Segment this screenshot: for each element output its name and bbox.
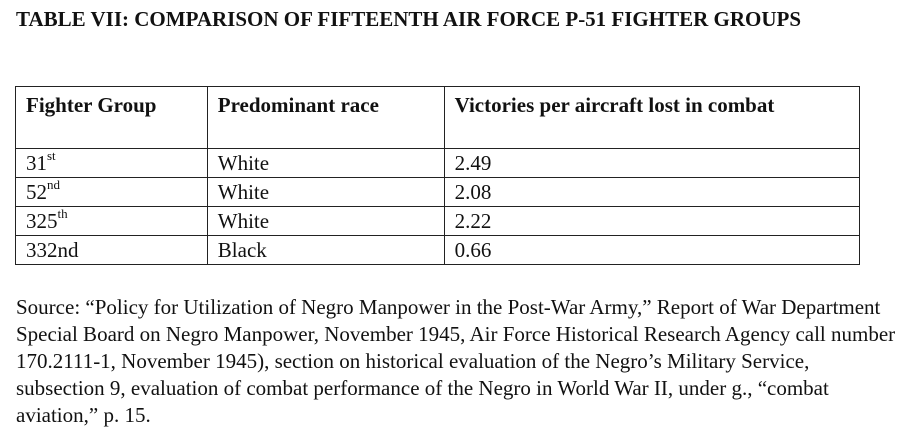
group-ordinal-suffix: st <box>47 148 56 163</box>
table-row: 31st White 2.49 <box>15 148 861 178</box>
source-citation: Source: “Policy for Utilization of Negro… <box>16 295 896 427</box>
cell-race: Black <box>206 235 445 265</box>
group-ordinal-suffix: th <box>57 206 68 221</box>
cell-race: White <box>206 148 445 178</box>
header-predominant-race: Predominant race <box>206 86 445 149</box>
cell-fighter-group: 325th <box>15 206 208 236</box>
group-ordinal-suffix: nd <box>47 177 60 192</box>
cell-fighter-group: 332nd <box>15 235 208 265</box>
table-title: TABLE VII: COMPARISON OF FIFTEENTH AIR F… <box>16 7 802 31</box>
group-number: 31 <box>26 151 47 175</box>
table-header-row: Fighter Group Predominant race Victories… <box>15 86 861 149</box>
cell-ratio: 2.08 <box>443 177 861 207</box>
cell-race: White <box>206 206 445 236</box>
cell-ratio: 0.66 <box>443 235 861 265</box>
comparison-table: Fighter Group Predominant race Victories… <box>15 86 861 265</box>
cell-fighter-group: 52nd <box>15 177 208 207</box>
cell-fighter-group: 31st <box>15 148 208 178</box>
table-row: 325th White 2.22 <box>15 206 861 236</box>
table-row: 332nd Black 0.66 <box>15 235 861 265</box>
header-victories-ratio: Victories per aircraft lost in combat <box>443 86 861 149</box>
group-number: 52 <box>26 180 47 204</box>
cell-ratio: 2.49 <box>443 148 861 178</box>
table-row: 52nd White 2.08 <box>15 177 861 207</box>
cell-ratio: 2.22 <box>443 206 861 236</box>
group-number: 325 <box>26 209 58 233</box>
cell-race: White <box>206 177 445 207</box>
header-fighter-group: Fighter Group <box>15 86 208 149</box>
